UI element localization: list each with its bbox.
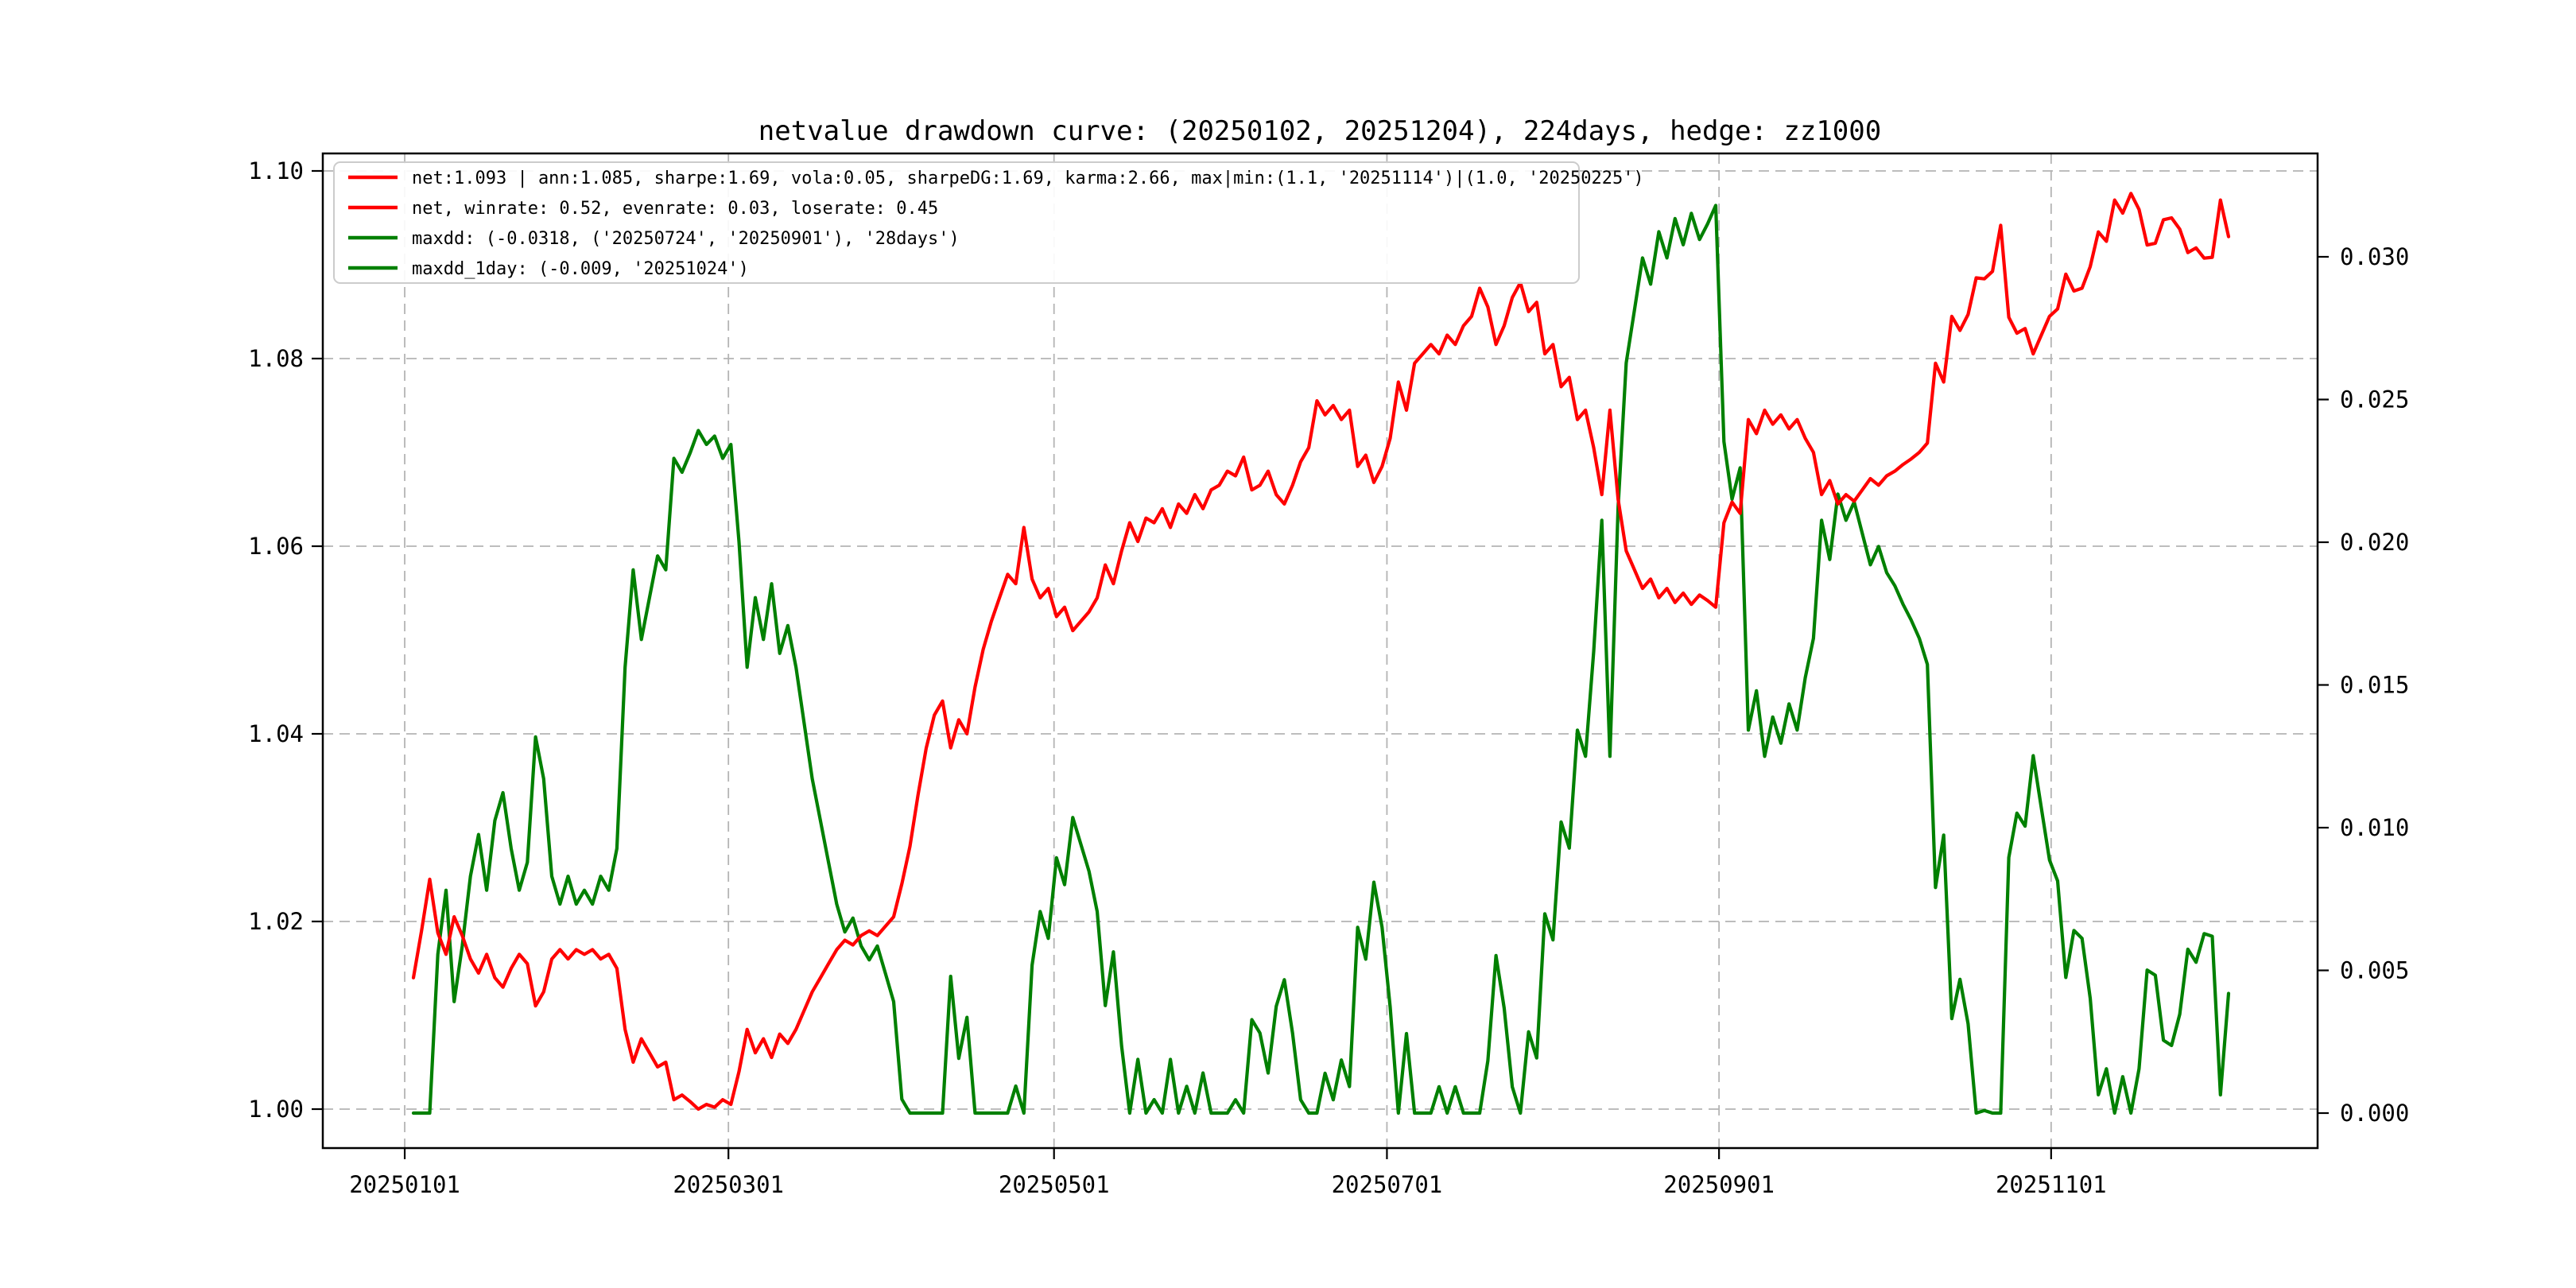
y-right-tick-label: 0.000 — [2340, 1100, 2409, 1127]
y-left-tick-label: 1.02 — [248, 908, 304, 935]
legend-label-maxdd_1day: maxdd_1day: (-0.009, '20251024') — [412, 259, 749, 279]
y-left-tick-label: 1.04 — [248, 720, 304, 747]
legend-label-net: net:1.093 | ann:1.085, sharpe:1.69, vola… — [412, 169, 1644, 188]
y-right-tick-label: 0.025 — [2340, 386, 2409, 413]
x-tick-label: 20251101 — [1996, 1171, 2107, 1198]
y-left-tick-label: 1.06 — [248, 533, 304, 560]
legend-label-net: net, winrate: 0.52, evenrate: 0.03, lose… — [412, 199, 938, 219]
axis-tick-labels: 1.00 1.02 1.04 1.06 1.08 1.10 0.000 0.005 0.010 0… — [248, 157, 2409, 1198]
y-right-tick-label: 0.015 — [2340, 672, 2409, 699]
y-right-tick-label: 0.020 — [2340, 529, 2409, 556]
drawdown-curve — [411, 204, 2231, 1115]
x-tick-label: 20250901 — [1663, 1171, 1775, 1198]
net-curve — [411, 192, 2231, 1111]
y-right-tick-label: 0.030 — [2340, 243, 2409, 270]
x-tick-label: 20250501 — [999, 1171, 1110, 1198]
plot-border — [321, 152, 2319, 1150]
y-left-tick-label: 1.10 — [248, 157, 304, 184]
x-tick-label: 20250301 — [673, 1171, 784, 1198]
legend-label-maxdd: maxdd: (-0.0318, ('20250724', '20250901'… — [412, 229, 960, 249]
y-left-tick-label: 1.00 — [248, 1096, 304, 1123]
y-right-tick-label: 0.005 — [2340, 957, 2409, 984]
y-left-tick-label: 1.08 — [248, 345, 304, 372]
x-tick-label: 20250701 — [1332, 1171, 1443, 1198]
legend: net:1.093 | ann:1.085, sharpe:1.69, vola… — [333, 161, 1644, 284]
legend-box — [333, 161, 1580, 284]
y-right-tick-label: 0.010 — [2340, 814, 2409, 841]
axis-ticks — [312, 169, 2329, 1159]
chart-title: netvalue drawdown curve: (20250102, 2025… — [758, 115, 1881, 147]
curves — [411, 192, 2231, 1115]
x-tick-label: 20250101 — [349, 1171, 460, 1198]
